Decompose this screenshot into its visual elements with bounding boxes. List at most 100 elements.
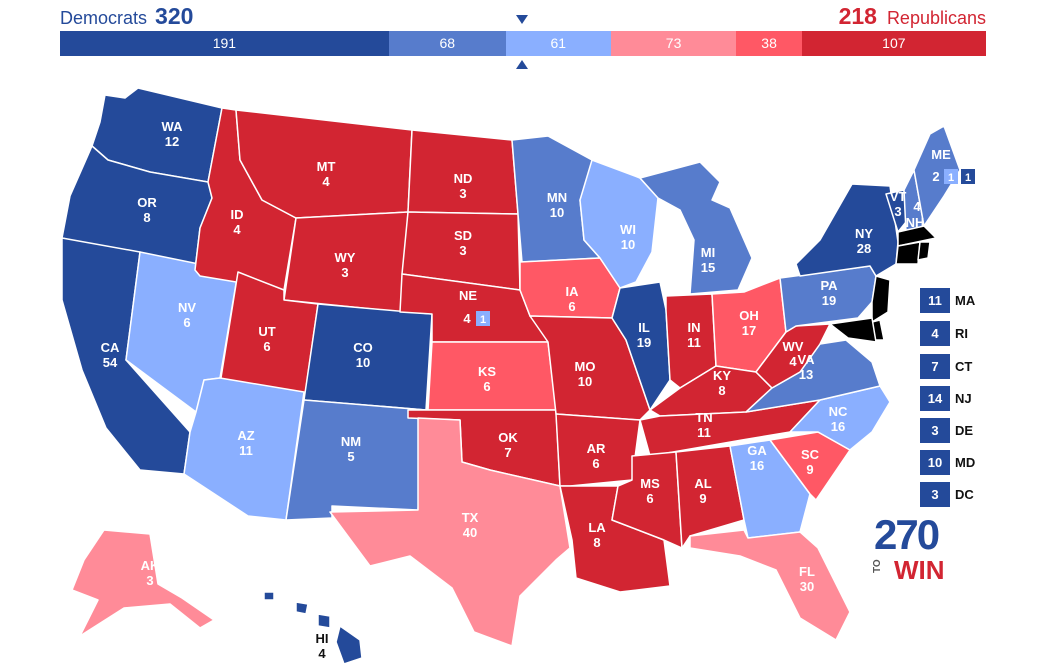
- label-VT: VT 3: [890, 189, 907, 219]
- republicans-header: 218 Republicans: [839, 4, 986, 30]
- republicans-total: 218: [838, 3, 877, 29]
- democrats-label: Democrats: [60, 8, 148, 28]
- label-NE-ev: 4: [463, 311, 471, 326]
- label-NH: NH: [906, 215, 925, 230]
- label-OK: OK 7: [498, 430, 518, 460]
- label-MS: MS 6: [640, 476, 660, 506]
- label-WV: WV 4: [783, 339, 804, 369]
- state-MD[interactable]: [829, 317, 877, 343]
- state-CT[interactable]: [895, 241, 921, 265]
- label-IN: IN 11: [687, 320, 701, 350]
- label-NE: NE: [459, 288, 477, 303]
- label-MO: MO 10: [575, 359, 596, 389]
- label-VA: VA 13: [797, 352, 815, 382]
- label-WA: WA 12: [162, 119, 184, 149]
- majority-marker-bottom-icon: [516, 60, 528, 69]
- state-AK[interactable]: [71, 529, 215, 637]
- ev-bar-segment: 73: [610, 31, 737, 56]
- me-district2-ev: 1: [965, 172, 971, 184]
- label-LA: LA 8: [588, 520, 606, 550]
- small-state-DC-box[interactable]: 3: [920, 482, 950, 507]
- state-HI-kauai[interactable]: [263, 591, 275, 601]
- small-state-DC-label: DC: [955, 487, 974, 502]
- logo-number: 270: [874, 511, 940, 558]
- label-TN: TN 11: [695, 410, 712, 440]
- state-NJ[interactable]: [871, 275, 891, 323]
- small-state-DE-label: DE: [955, 423, 974, 438]
- logo-win: WIN: [894, 555, 945, 585]
- label-KY: KY 8: [713, 368, 731, 398]
- state-TX[interactable]: [329, 417, 571, 647]
- state-HI-big-island[interactable]: [335, 625, 363, 665]
- me-district1-box[interactable]: 1: [944, 169, 958, 184]
- label-TX: TX 40: [462, 510, 479, 540]
- small-state-RI-box[interactable]: 4: [920, 321, 950, 346]
- state-IL[interactable]: [611, 281, 671, 411]
- state-NM[interactable]: [285, 399, 427, 521]
- state-NY[interactable]: [795, 183, 899, 277]
- label-IA: IA 6: [566, 284, 580, 314]
- label-MI: MI 15: [701, 245, 715, 275]
- state-MA[interactable]: [897, 225, 937, 247]
- label-PA: PA 19: [820, 278, 838, 308]
- electoral-vote-bar: 191 68 61 73 38 107: [60, 31, 986, 56]
- label-GA: GA 16: [747, 443, 767, 473]
- ev-bar-segment: 61: [505, 31, 611, 56]
- 270towin-logo[interactable]: 270 TO WIN: [872, 511, 945, 587]
- small-state-MA-box[interactable]: 11: [920, 288, 950, 313]
- state-HI-maui[interactable]: [317, 613, 331, 629]
- ev-bar-segment: 107: [801, 31, 986, 56]
- label-ID: ID 4: [231, 207, 244, 237]
- label-ND: ND 3: [454, 171, 473, 201]
- republicans-label: Republicans: [886, 8, 986, 28]
- label-NY: NY 28: [855, 226, 873, 256]
- label-NM: NM 5: [341, 434, 361, 464]
- state-MI[interactable]: [639, 161, 753, 295]
- small-state-NJ-box[interactable]: 14: [920, 386, 950, 411]
- label-SD: SD 3: [454, 228, 472, 258]
- small-state-CT-box[interactable]: 7: [920, 354, 950, 379]
- democrats-header: Democrats 320: [60, 4, 193, 30]
- label-WY: WY 3: [335, 250, 356, 280]
- logo-to: TO: [872, 559, 883, 573]
- small-state-MD-label: MD: [955, 455, 976, 470]
- label-UT: UT 6: [258, 324, 275, 354]
- state-AR[interactable]: [555, 413, 641, 487]
- ne-district-box[interactable]: 1: [476, 311, 490, 326]
- state-FL[interactable]: [689, 529, 851, 641]
- small-state-MD-box[interactable]: 10: [920, 450, 950, 475]
- state-SC[interactable]: [769, 431, 851, 501]
- small-state-MA-label: MA: [955, 293, 976, 308]
- label-AZ: AZ 11: [237, 428, 254, 458]
- label-FL: FL 30: [799, 564, 815, 594]
- label-NH-ev: 4: [913, 199, 921, 214]
- ev-bar-segment: 38: [736, 31, 802, 56]
- state-AZ[interactable]: [183, 377, 305, 521]
- label-MN: MN 10: [547, 190, 567, 220]
- label-HI: HI 4: [316, 631, 329, 661]
- label-SC: SC 9: [801, 447, 820, 477]
- label-AL: AL 9: [694, 476, 711, 506]
- label-NC: NC 16: [829, 404, 848, 434]
- label-AK: AK 3: [141, 558, 160, 588]
- label-WI: WI 10: [620, 222, 636, 252]
- small-state-DE-box[interactable]: 3: [920, 418, 950, 443]
- democrats-total: 320: [155, 3, 194, 29]
- ev-bar-segment: 68: [388, 31, 506, 56]
- state-AL[interactable]: [675, 445, 745, 549]
- small-state-NJ-label: NJ: [955, 391, 972, 406]
- small-state-RI-label: RI: [955, 326, 968, 341]
- label-CO: CO 10: [353, 340, 373, 370]
- label-MT: MT 4: [317, 159, 336, 189]
- label-IL: IL 19: [637, 320, 651, 350]
- label-NV: NV 6: [178, 300, 196, 330]
- me-district2-box[interactable]: 1: [961, 169, 975, 184]
- label-ME-ev: 2: [932, 169, 939, 184]
- state-RI[interactable]: [917, 241, 931, 261]
- ne-district-ev: 1: [480, 314, 486, 326]
- label-OH: OH 17: [739, 308, 759, 338]
- small-state-CT-label: CT: [955, 359, 973, 374]
- me-district1-ev: 1: [948, 172, 954, 184]
- state-HI-oahu[interactable]: [295, 601, 309, 615]
